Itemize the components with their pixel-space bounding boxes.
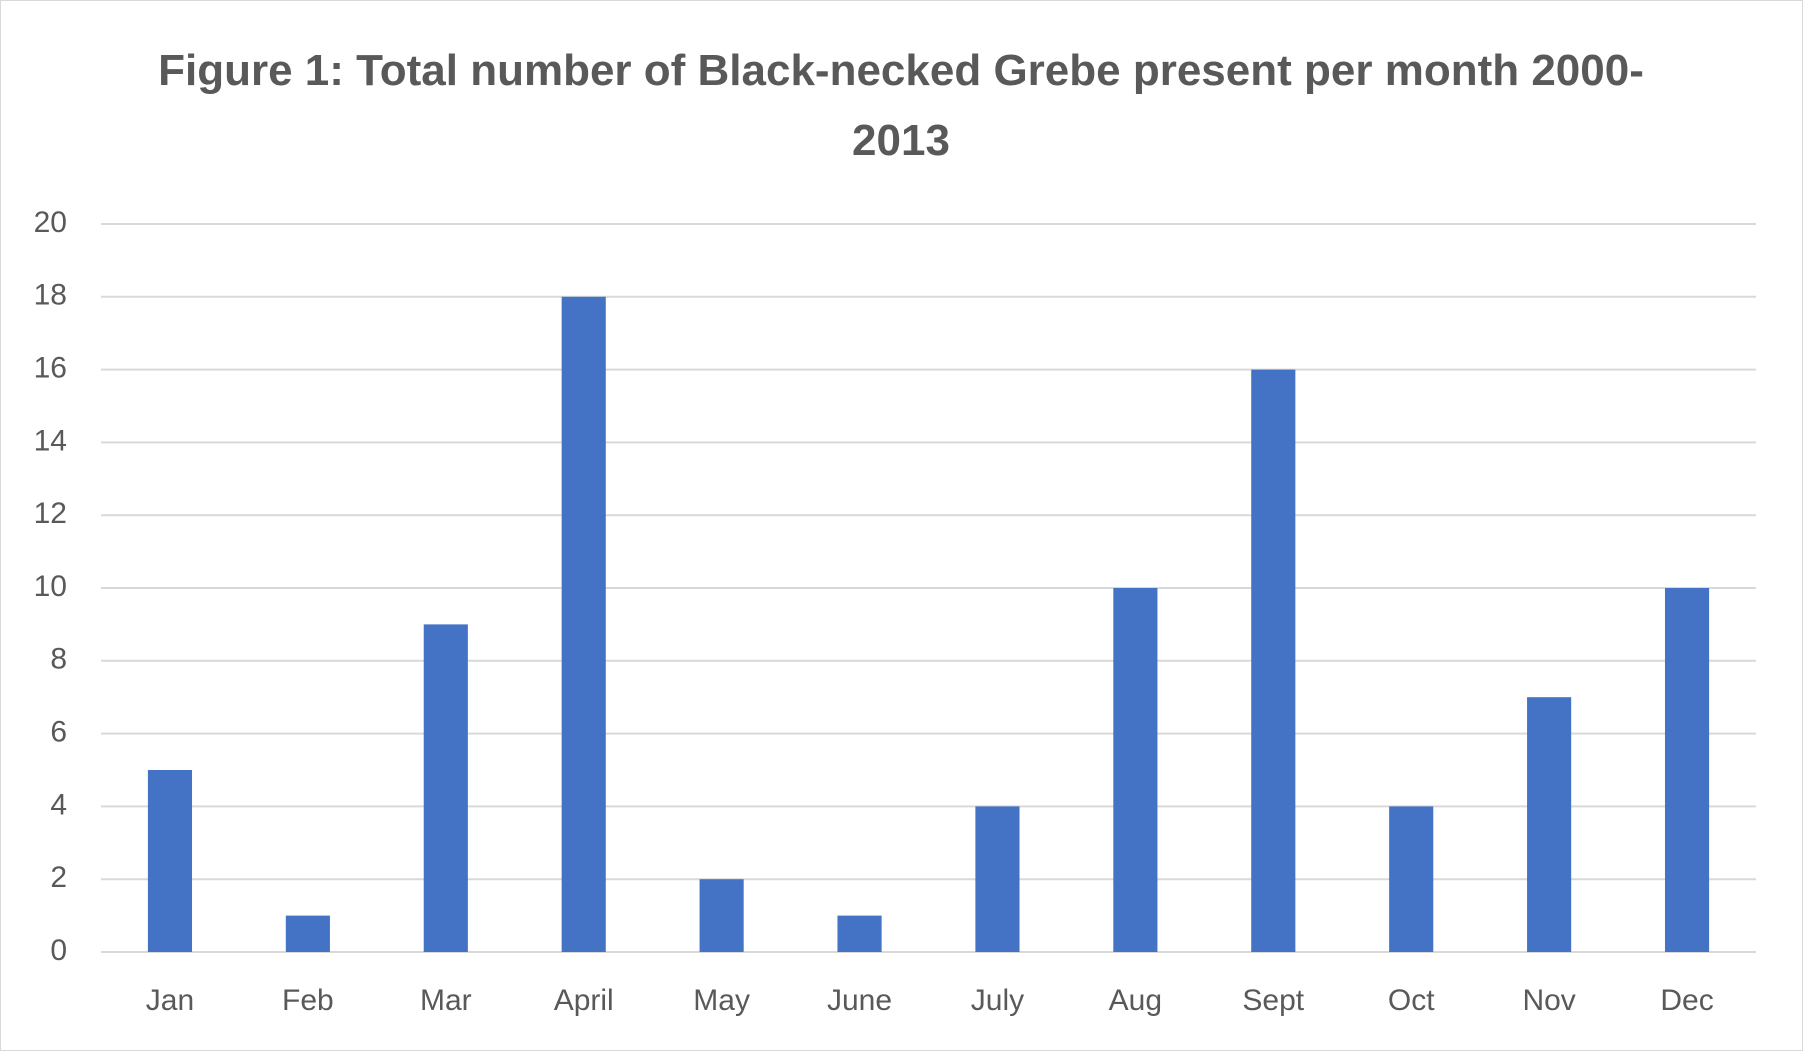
y-tick-label: 12	[34, 497, 67, 530]
bar	[975, 806, 1020, 952]
bar	[1251, 369, 1296, 953]
bar	[1389, 806, 1434, 952]
bar	[423, 624, 468, 952]
y-tick-label: 10	[34, 570, 67, 603]
x-tick-label: Sept	[1242, 984, 1304, 1017]
x-tick-label: Jan	[146, 984, 194, 1017]
y-tick-label: 16	[34, 352, 67, 385]
y-tick-label: 18	[34, 279, 67, 312]
y-tick-label: 4	[50, 788, 67, 821]
bar	[147, 770, 193, 952]
x-tick-label: April	[554, 984, 614, 1017]
x-tick-label: Oct	[1388, 984, 1435, 1017]
y-tick-label: 6	[50, 716, 67, 749]
y-tick-label: 20	[34, 206, 67, 239]
x-tick-label: July	[971, 984, 1024, 1017]
bar	[1664, 588, 1710, 952]
chart-title: Figure 1: Total number of Black-necked G…	[158, 46, 1644, 165]
x-tick-label: Aug	[1109, 984, 1162, 1017]
bar	[1527, 697, 1572, 952]
bar	[561, 296, 606, 952]
bar	[285, 915, 330, 952]
x-tick-label: Feb	[282, 984, 334, 1017]
bar	[837, 915, 882, 952]
bar	[1113, 588, 1158, 952]
x-tick-label: May	[693, 984, 750, 1017]
y-tick-label: 8	[50, 643, 67, 676]
x-tick-label: Nov	[1522, 984, 1575, 1017]
bar	[699, 879, 744, 952]
y-tick-label: 0	[50, 934, 67, 967]
x-tick-label: June	[827, 984, 892, 1017]
y-tick-label: 14	[34, 424, 67, 457]
y-tick-label: 2	[50, 861, 67, 894]
x-tick-label: Mar	[420, 984, 472, 1017]
x-tick-label: Dec	[1660, 984, 1713, 1017]
